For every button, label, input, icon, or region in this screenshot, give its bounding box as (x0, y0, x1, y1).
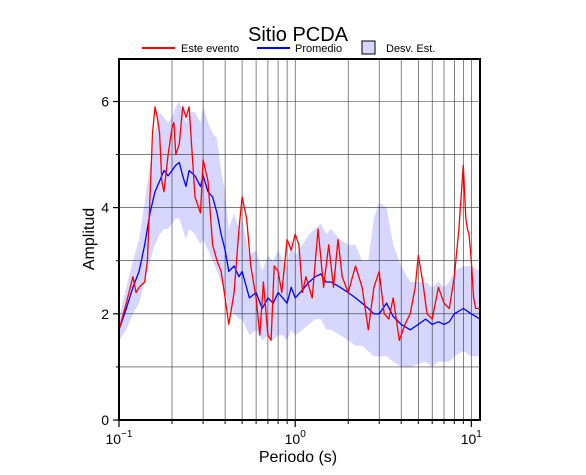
legend-swatch-desv-est (361, 40, 376, 55)
std-dev-band (119, 101, 480, 367)
legend-label-desv-est: Desv. Est. (386, 43, 435, 55)
legend-label-este-evento: Este evento (181, 43, 239, 55)
chart-title: Sitio PCDA (248, 24, 349, 46)
x-tick-label: 100 (285, 429, 307, 447)
series-line-este-evento (118, 106, 480, 342)
plot-frame (118, 58, 481, 421)
x-axis-label: Periodo (s) (259, 449, 337, 466)
y-axis-label: Amplitud (81, 208, 98, 270)
y-tick-label: 4 (101, 200, 109, 216)
y-tick-label: 0 (101, 412, 109, 428)
x-tick-label: 10−1 (106, 429, 133, 447)
grid-layer (118, 59, 480, 420)
y-tick-label: 6 (101, 94, 109, 110)
legend: Este evento Promedio Desv. Est. (142, 40, 435, 55)
x-tick-label: 101 (461, 429, 483, 447)
std-dev-band-layer (119, 101, 480, 367)
y-tick-label: 2 (101, 306, 109, 322)
legend-label-promedio: Promedio (295, 43, 342, 55)
series-layer (118, 106, 481, 342)
